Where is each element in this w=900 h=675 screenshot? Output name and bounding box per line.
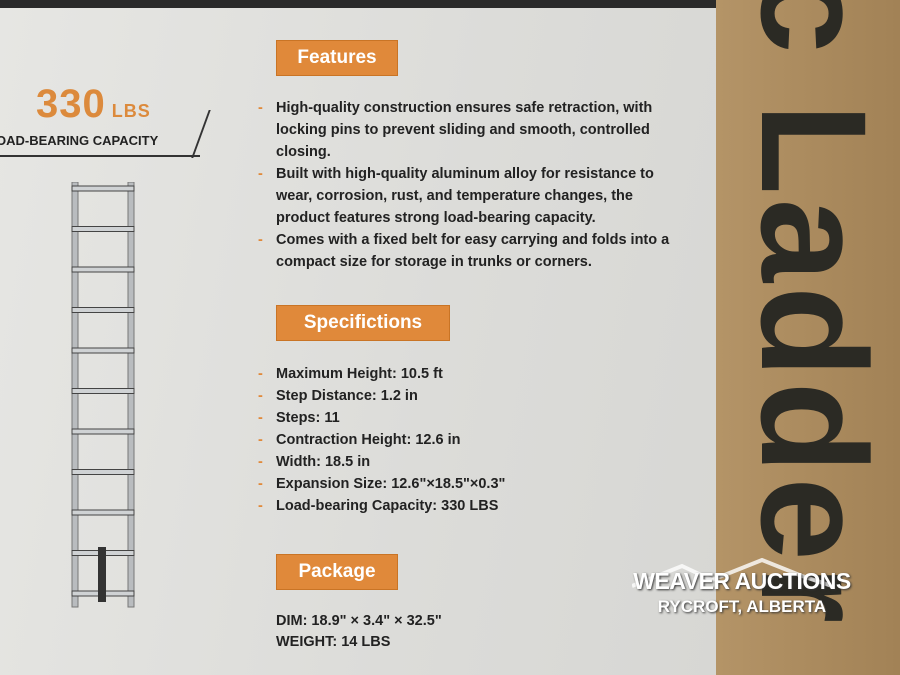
watermark-logo: WEAVER AUCTIONS RYCROFT, ALBERTA: [612, 558, 872, 617]
spec-item: Steps: 11: [258, 407, 678, 429]
ladder-rung: [71, 509, 135, 516]
feature-item: Comes with a fixed belt for easy carryin…: [258, 229, 673, 273]
spec-item: Maximum Height: 10.5 ft: [258, 363, 678, 385]
specifications-list: Maximum Height: 10.5 ft Step Distance: 1…: [258, 363, 678, 517]
package-details: DIM: 18.9" × 3.4" × 32.5" WEIGHT: 14 LBS: [276, 611, 442, 653]
watermark-title: WEAVER AUCTIONS: [633, 568, 851, 594]
specifications-heading: Specifictions: [276, 305, 450, 341]
ladder-image: [71, 182, 135, 608]
feature-item: Built with high-quality aluminum alloy f…: [258, 163, 673, 229]
package-dimensions: DIM: 18.9" × 3.4" × 32.5": [276, 613, 442, 629]
box-edge: [0, 0, 716, 8]
watermark-location: RYCROFT, ALBERTA: [657, 597, 827, 616]
divider: [0, 155, 200, 157]
feature-item: High-quality construction ensures safe r…: [258, 97, 673, 163]
ladder-rung: [71, 266, 135, 273]
capacity-number: 330: [36, 82, 106, 126]
spec-item: Step Distance: 1.2 in: [258, 385, 678, 407]
ladder-rung: [71, 185, 135, 192]
package-heading: Package: [276, 554, 398, 590]
ladder-rung: [71, 307, 135, 313]
package-weight: WEIGHT: 14 LBS: [276, 634, 391, 650]
spec-item: Expansion Size: 12.6"×18.5"×0.3": [258, 473, 678, 495]
ladder-rung: [71, 388, 135, 394]
spec-item: Load-bearing Capacity: 330 LBS: [258, 495, 678, 517]
mountain-icon: [632, 558, 832, 588]
ladder-rung: [71, 347, 135, 354]
features-list: High-quality construction ensures safe r…: [258, 97, 673, 273]
cardboard-side: [716, 0, 900, 675]
capacity-label: OAD-BEARING CAPACITY: [0, 133, 159, 148]
spec-item: Contraction Height: 12.6 in: [258, 429, 678, 451]
box-print-text: c Ladder: [730, 0, 898, 628]
spec-item: Width: 18.5 in: [258, 451, 678, 473]
ladder-rung: [71, 428, 135, 435]
ladder-rung: [71, 469, 135, 475]
ladder-rung: [71, 226, 135, 232]
capacity-badge: 330 LBS: [36, 82, 151, 127]
features-heading: Features: [276, 40, 398, 76]
capacity-unit: LBS: [111, 101, 151, 121]
